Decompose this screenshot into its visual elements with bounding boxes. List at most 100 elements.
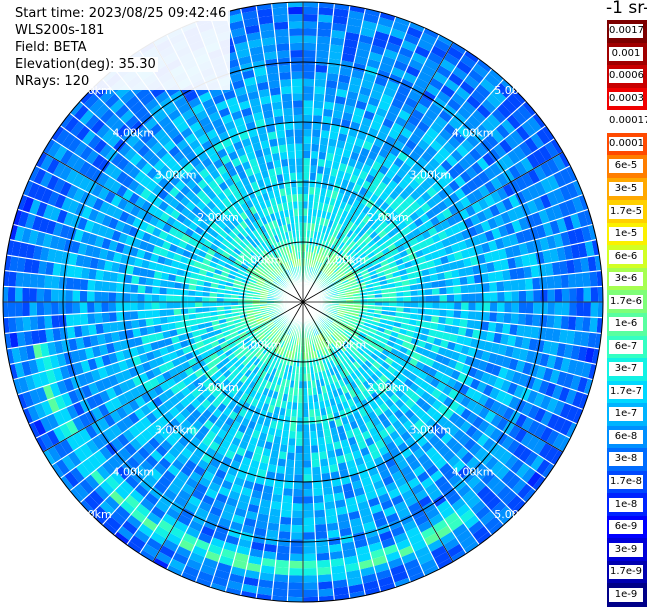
ray-gate-cell [349, 380, 358, 390]
ray-gate-cell [350, 284, 359, 289]
ray-gate-cell [384, 398, 395, 409]
ray-gate-cell [526, 116, 542, 133]
ray-gate-cell [342, 331, 350, 339]
ray-gate-cell [549, 369, 561, 385]
ray-gate-cell [331, 161, 341, 170]
ray-gate-cell [307, 208, 313, 217]
ray-gate-cell [517, 104, 533, 121]
ray-gate-cell [518, 348, 529, 362]
ray-gate-cell [560, 231, 571, 247]
ray-gate-cell [553, 171, 567, 188]
ray-gate-cell [463, 152, 477, 167]
ray-gate-cell [425, 83, 441, 97]
ray-gate-cell [525, 240, 536, 255]
ray-gate-cell [468, 520, 485, 535]
ray-gate-cell [123, 302, 131, 312]
ray-gate-cell [574, 227, 585, 244]
ray-gate-cell [539, 276, 548, 290]
ray-gate-cell [506, 93, 523, 110]
ray-gate-cell [326, 353, 333, 362]
ray-gate-cell [58, 276, 67, 290]
ray-gate-cell [419, 333, 429, 342]
ray-gate-cell [471, 175, 485, 189]
ray-gate-cell [394, 205, 405, 216]
ray-gate-cell [326, 234, 333, 243]
ray-gate-cell [325, 250, 332, 259]
ray-gate-cell [393, 532, 409, 544]
ray-gate-cell [375, 206, 385, 217]
ray-gate-cell [29, 287, 37, 302]
ray-gate-cell [506, 114, 522, 130]
ray-gate-cell [365, 262, 374, 270]
ray-gate-cell [552, 432, 566, 450]
ray-gate-cell [501, 118, 516, 135]
ray-gate-cell [344, 311, 353, 315]
ray-gate-cell [345, 327, 353, 334]
ray-gate-cell [272, 581, 289, 590]
ray-gate-cell [318, 247, 324, 255]
ray-gate-cell [465, 134, 480, 148]
ray-gate-cell [440, 219, 451, 231]
ray-gate-cell [544, 446, 559, 463]
ray-gate-cell [576, 210, 589, 228]
ray-gate-cell [15, 271, 24, 288]
ray-gate-cell [303, 21, 318, 29]
ray-gate-cell [359, 446, 371, 457]
ray-gate-cell [332, 255, 340, 263]
ray-gate-cell [369, 503, 383, 515]
ray-gate-cell [447, 234, 458, 246]
ray-gate-cell [558, 201, 571, 218]
ray-gate-cell [511, 478, 527, 495]
ray-gate-cell [402, 285, 411, 292]
ray-gate-cell [350, 315, 359, 320]
ray-gate-cell [367, 251, 376, 259]
ray-gate-cell [353, 55, 369, 66]
ray-gate-cell [455, 60, 473, 75]
ray-gate-cell [329, 359, 336, 368]
ray-gate-cell [515, 176, 528, 191]
ray-gate-cell [367, 266, 376, 273]
ray-gate-cell [271, 595, 288, 602]
ray-gate-cell [347, 83, 361, 94]
ray-gate-cell [410, 290, 418, 297]
ray-gate-cell [316, 559, 331, 568]
ray-gate-cell [401, 39, 418, 53]
ray-gate-cell [442, 396, 454, 408]
ray-gate-cell [508, 357, 519, 371]
ray-gate-cell [345, 212, 354, 221]
ray-gate-cell [340, 60, 354, 70]
ray-gate-cell [318, 2, 335, 9]
ray-gate-cell [343, 329, 352, 336]
ray-gate-cell [370, 273, 379, 280]
ray-gate-cell [307, 201, 314, 209]
ray-gate-cell [508, 194, 521, 209]
ray-gate-cell [344, 289, 353, 293]
ray-gate-cell [563, 343, 574, 359]
ray-gate-cell [379, 220, 389, 230]
ray-gate-cell [402, 520, 418, 533]
ray-gate-cell [356, 358, 365, 367]
ray-gate-cell [452, 162, 466, 176]
ray-gate-cell [317, 326, 323, 334]
ray-gate-cell [516, 267, 525, 280]
ray-gate-cell [374, 225, 384, 235]
ray-gate-cell [362, 380, 371, 390]
ray-gate-cell [8, 317, 17, 333]
ray-gate-cell [166, 302, 174, 310]
ray-gate-cell [314, 253, 319, 261]
ray-gate-cell [315, 173, 324, 182]
ray-gate-cell [375, 251, 385, 259]
ray-gate-cell [395, 538, 412, 551]
ray-gate-cell [507, 257, 517, 270]
ray-gate-cell [370, 44, 386, 56]
ray-gate-cell [433, 551, 451, 565]
ray-gate-cell [504, 246, 515, 259]
ray-gate-cell [384, 238, 394, 248]
ray-gate-cell [518, 290, 527, 302]
ray-gate-cell [15, 286, 23, 302]
ray-gate-cell [370, 373, 380, 383]
ray-gate-cell [342, 360, 350, 369]
ray-gate-cell [349, 278, 357, 284]
ray-gate-cell [496, 485, 512, 501]
ray-gate-cell [395, 311, 404, 318]
